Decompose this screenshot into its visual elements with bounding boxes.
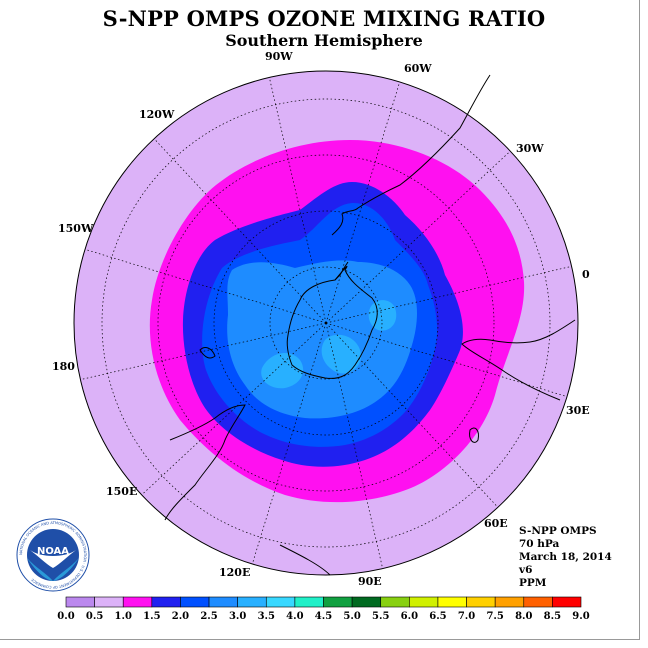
australia-coast [164,404,246,521]
label-150e: 150E [106,485,137,498]
coastlines [164,74,576,576]
colorbar-swatch [466,596,496,608]
colorbar-swatch [552,596,582,608]
colorbar-label: 6.5 [429,611,446,622]
colorbar-label: 5.0 [343,611,360,622]
colorbar-label: 5.5 [372,611,389,622]
madagascar-coast [469,427,479,443]
meridian-line [252,322,327,563]
info-level: 70 hPa [519,538,560,550]
label-120e: 120E [219,566,250,579]
colorbar-swatch [323,596,353,608]
info-date: March 18, 2014 [519,551,612,563]
colorbar-swatch [237,596,267,608]
info-instrument: S-NPP OMPS [519,525,597,537]
info-version: v6 [519,564,533,576]
colorbar-swatch [265,596,296,608]
meridian-line [82,322,327,380]
colorbar-swatch [122,596,153,608]
colorbar-swatch [351,596,382,608]
colorbar-swatch [208,596,238,608]
colorbar-label: 3.5 [258,611,275,622]
colorbar-swatch [380,596,410,608]
colorbar-swatch [523,596,553,608]
label-120w: 120W [139,108,175,121]
new-zealand-coast [199,347,216,359]
label-90w: 90W [265,50,293,63]
meridian-line [269,79,327,324]
noaa-logo: NOAA NATIONAL OCEANIC AND ATMOSPHERIC AD… [16,518,90,592]
colorbar-label: 2.0 [172,611,189,622]
colorbar-label: 4.0 [286,611,303,622]
south-america-coast [331,74,491,236]
colorbar-swatches [65,596,582,608]
colorbar-swatch [180,596,210,608]
map-title: S-NPP OMPS OZONE MIXING RATIO [102,6,546,31]
label-60w: 60W [404,62,432,75]
colorbar-swatch [494,596,525,608]
colorbar-label: 4.5 [315,611,332,622]
label-60e: 60E [484,517,508,530]
colorbar-label: 9.0 [572,611,589,622]
label-180: 180 [52,360,75,373]
contour-band-3-0-a [261,353,304,389]
meridian-line [325,83,400,324]
label-30e: 30E [566,404,590,417]
colorbar-label: 8.5 [544,611,561,622]
meridian-line [325,322,497,507]
colorbar-label: 2.5 [200,611,217,622]
figure-frame [0,0,640,640]
colorbar-label: 7.5 [486,611,503,622]
noaa-logo-text: NOAA [37,546,69,557]
colorbar-swatch [294,596,324,608]
colorbar-label: 8.0 [515,611,532,622]
meridian-line [325,266,570,324]
africa-coast [461,319,576,401]
contour-band-3-0-b [321,334,361,374]
colorbar-label: 7.0 [458,611,475,622]
colorbar-swatch [65,596,95,608]
colorbar-label: 0.0 [57,611,74,622]
colorbar-swatch [94,596,124,608]
meridian-line [155,139,327,324]
meridian-line [325,152,510,324]
map-subtitle: Southern Hemisphere [225,31,423,50]
meridian-line [142,322,327,494]
antarctic-peninsula [334,261,349,281]
colorbar-labels: 0.0 0.5 1.0 1.5 2.0 2.5 3.0 3.5 4.0 4.5 5.0 5.5 6.0 6… [57,611,589,622]
meridian-line [325,322,383,567]
meridian-line [86,249,327,324]
colorbar-swatch [437,596,467,608]
latitude-grid [101,98,551,548]
label-0: 0 [582,268,590,281]
colorbar-label: 0.5 [86,611,103,622]
colorbar-label: 1.5 [143,611,160,622]
colorbar-label: 6.0 [401,611,418,622]
indonesia-coast [279,544,331,576]
label-90e: 90E [358,575,382,588]
colorbar-swatch [151,596,181,608]
info-block: S-NPP OMPS 70 hPa March 18, 2014 v6 PPM [519,525,612,590]
info-units: PPM [519,577,547,589]
label-150w: 150W [58,222,94,235]
colorbar-swatch [409,596,439,608]
colorbar-label: 1.0 [115,611,132,622]
antarctica-coast [286,265,378,379]
label-30w: 30W [516,142,544,155]
longitude-labels: 90W 60W 30W 0 120W 150W 180 30E 60E 90E … [52,50,590,588]
colorbar-label: 3.0 [229,611,246,622]
